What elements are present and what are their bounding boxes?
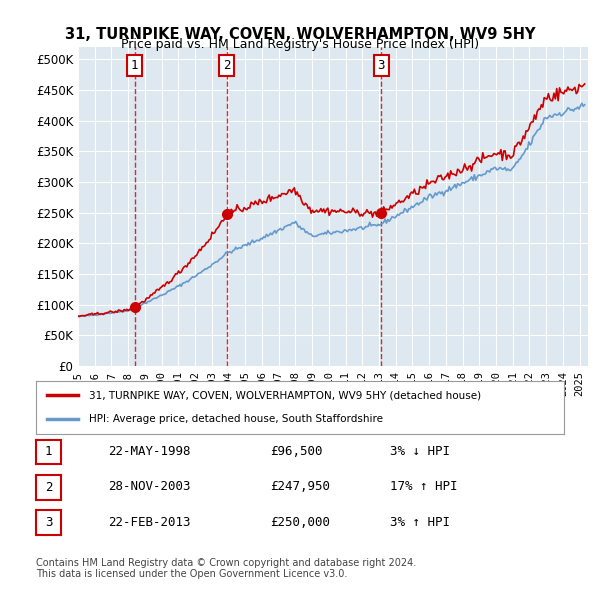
Text: £247,950: £247,950	[270, 480, 330, 493]
Text: 3% ↓ HPI: 3% ↓ HPI	[390, 445, 450, 458]
Text: 2: 2	[45, 481, 52, 494]
Text: 3: 3	[45, 516, 52, 529]
Text: 17% ↑ HPI: 17% ↑ HPI	[390, 480, 458, 493]
Text: £250,000: £250,000	[270, 516, 330, 529]
Text: 1: 1	[45, 445, 52, 458]
Text: 31, TURNPIKE WAY, COVEN, WOLVERHAMPTON, WV9 5HY (detached house): 31, TURNPIKE WAY, COVEN, WOLVERHAMPTON, …	[89, 391, 481, 401]
Text: £96,500: £96,500	[270, 445, 323, 458]
Text: Price paid vs. HM Land Registry's House Price Index (HPI): Price paid vs. HM Land Registry's House …	[121, 38, 479, 51]
Text: 28-NOV-2003: 28-NOV-2003	[108, 480, 191, 493]
Text: 22-FEB-2013: 22-FEB-2013	[108, 516, 191, 529]
Text: 22-MAY-1998: 22-MAY-1998	[108, 445, 191, 458]
Text: Contains HM Land Registry data © Crown copyright and database right 2024.
This d: Contains HM Land Registry data © Crown c…	[36, 558, 416, 579]
Text: 2: 2	[223, 59, 231, 72]
Text: 1: 1	[131, 59, 139, 72]
Text: 3: 3	[377, 59, 385, 72]
Text: 3% ↑ HPI: 3% ↑ HPI	[390, 516, 450, 529]
Text: 31, TURNPIKE WAY, COVEN, WOLVERHAMPTON, WV9 5HY: 31, TURNPIKE WAY, COVEN, WOLVERHAMPTON, …	[65, 27, 535, 41]
Text: HPI: Average price, detached house, South Staffordshire: HPI: Average price, detached house, Sout…	[89, 414, 383, 424]
